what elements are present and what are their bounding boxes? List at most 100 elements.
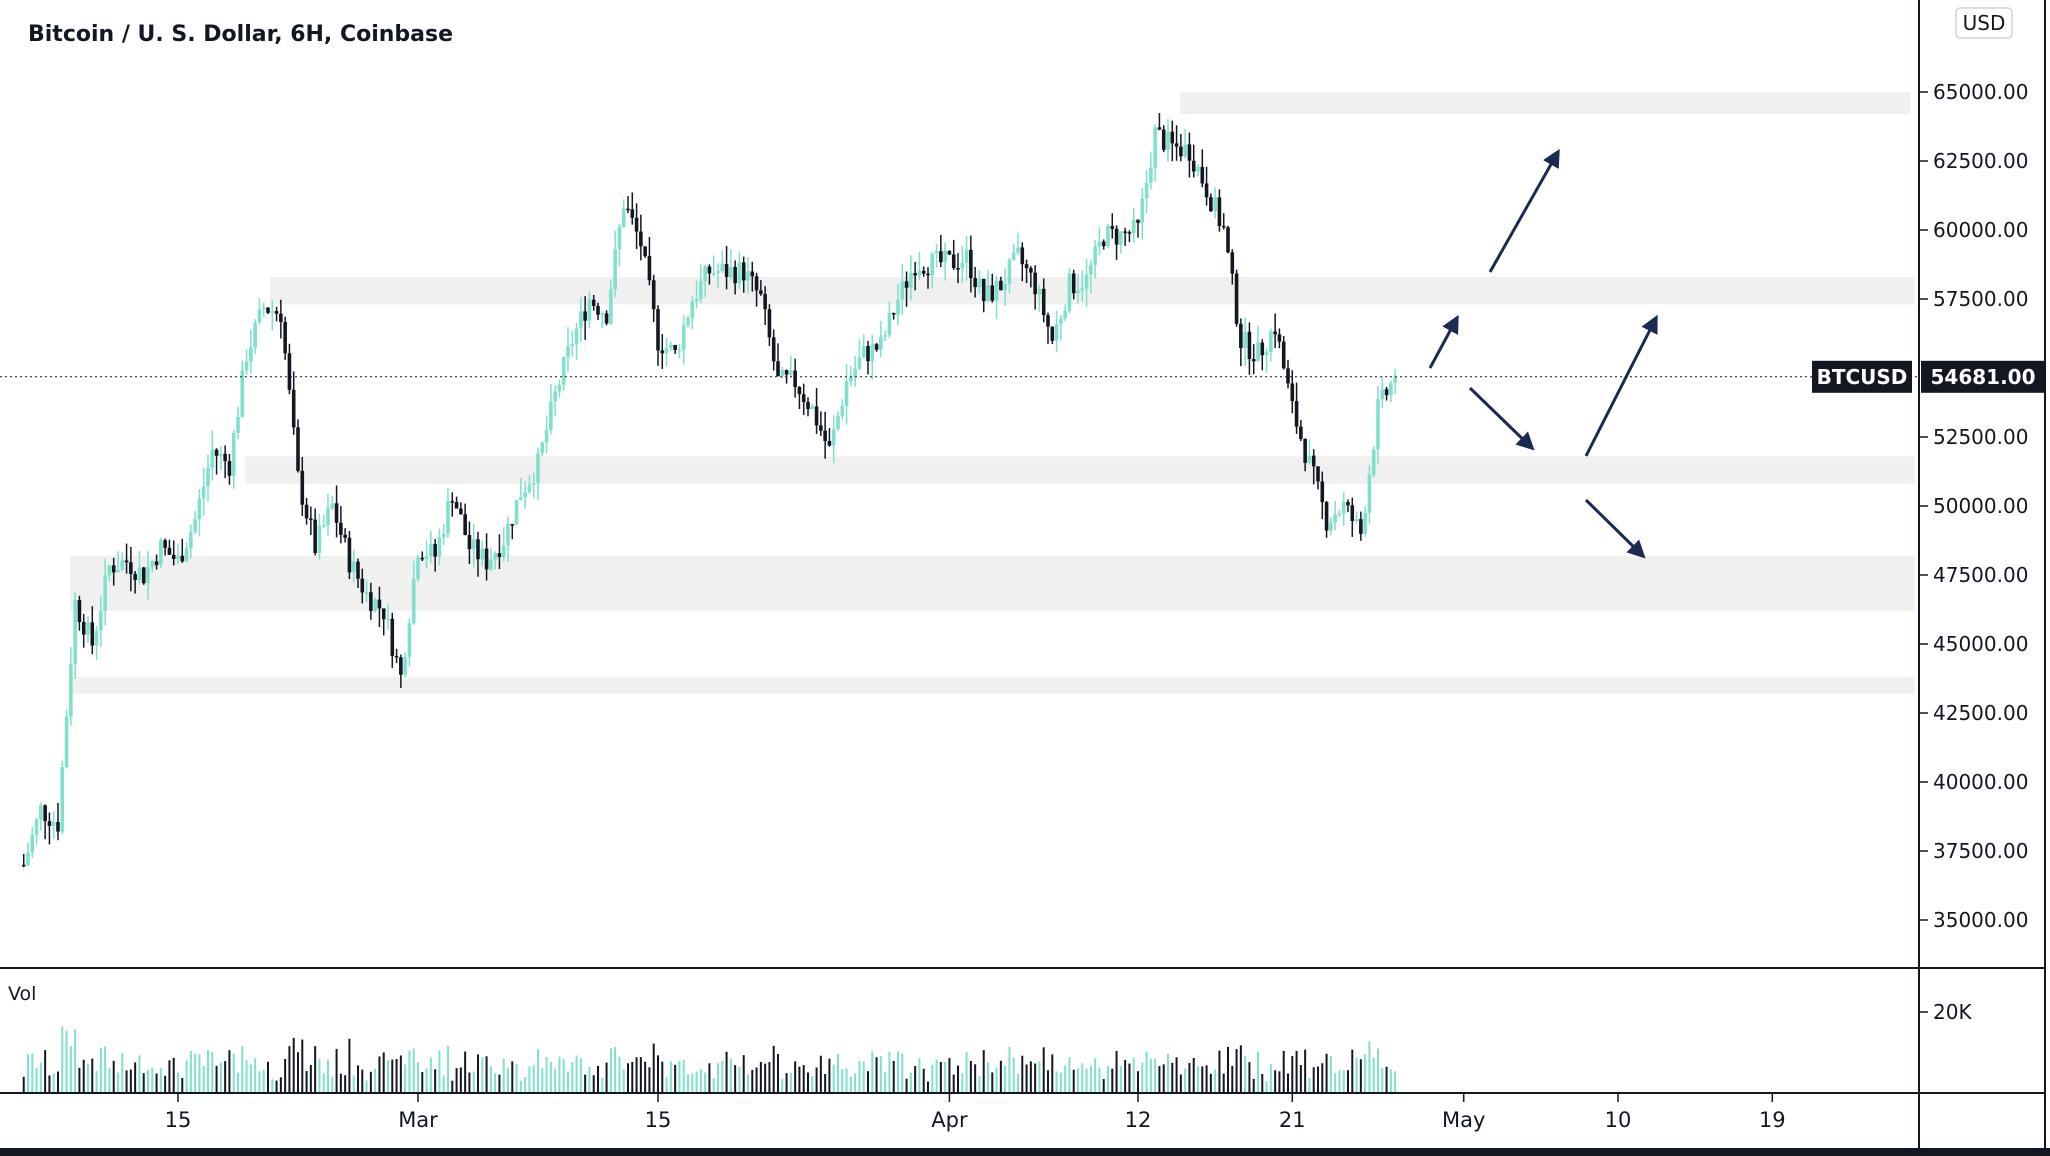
- currency-label[interactable]: USD: [1963, 11, 2006, 35]
- time-tick-label: 15: [645, 1108, 672, 1132]
- candle-body: [317, 525, 322, 553]
- candle-body: [1161, 129, 1166, 150]
- sr-zone: [1180, 92, 1910, 115]
- candle-body: [656, 309, 660, 351]
- price-tick-label: 65000.00: [1933, 80, 2028, 104]
- candle-body: [746, 271, 750, 281]
- candle-body: [814, 406, 819, 426]
- candle-body: [664, 348, 669, 354]
- candle-body: [1131, 219, 1136, 234]
- candle-body: [471, 539, 476, 550]
- candle-body: [557, 384, 562, 392]
- candle-body: [1359, 519, 1363, 534]
- candle-body: [801, 394, 806, 403]
- candle-body: [797, 387, 802, 395]
- candle-body: [197, 498, 202, 520]
- candle-body: [951, 254, 956, 269]
- candle-body: [1136, 219, 1140, 223]
- candle-body: [94, 630, 99, 646]
- candle-body: [309, 518, 313, 520]
- candle-body: [476, 539, 480, 560]
- candle-body: [111, 565, 116, 573]
- candle-body: [463, 514, 467, 536]
- candle-body: [793, 370, 797, 388]
- candle-body: [733, 267, 737, 284]
- candle-body: [1067, 273, 1072, 311]
- candle-body: [883, 335, 887, 337]
- candle-body: [583, 311, 587, 321]
- candle-body: [441, 533, 446, 537]
- candle-body: [1307, 455, 1312, 463]
- candle-body: [141, 567, 146, 584]
- candle-body: [1376, 399, 1380, 450]
- candle-body: [1264, 352, 1269, 356]
- candle-body: [1106, 226, 1110, 247]
- candle-body: [1063, 310, 1067, 319]
- candle-body: [1200, 166, 1205, 184]
- candle-body: [604, 313, 609, 324]
- candle-body: [844, 381, 849, 406]
- candle-body: [480, 548, 485, 560]
- candle-body: [827, 440, 832, 446]
- candle-body: [900, 281, 905, 300]
- candle-body: [236, 416, 240, 434]
- candle-body: [806, 402, 810, 410]
- candle-body: [77, 600, 82, 622]
- candle-body: [1320, 481, 1325, 503]
- candle-body: [291, 389, 296, 428]
- candle-body: [43, 805, 47, 822]
- candle-body: [536, 453, 540, 484]
- candle-body: [159, 540, 163, 566]
- candle-body: [184, 548, 189, 562]
- candle-body: [1174, 143, 1179, 147]
- candle-body: [981, 278, 986, 302]
- candle-body: [1170, 131, 1175, 144]
- candle-body: [167, 547, 172, 555]
- candle-body: [703, 266, 707, 282]
- candle-body: [1153, 127, 1157, 168]
- candle-body: [686, 317, 690, 326]
- candle-body: [343, 534, 347, 538]
- candle-body: [617, 226, 622, 250]
- price-tick-label: 42500.00: [1933, 701, 2028, 725]
- candle-body: [926, 273, 930, 276]
- candle-body: [904, 281, 909, 288]
- candle-body: [1024, 264, 1029, 269]
- candle-body: [587, 299, 592, 321]
- currency-button[interactable]: [1955, 7, 2013, 39]
- candle-body: [1033, 272, 1037, 295]
- candle-body: [1101, 241, 1106, 247]
- candle-body: [26, 852, 30, 866]
- candle-body: [921, 270, 926, 274]
- candle-body: [420, 557, 425, 560]
- candle-body: [1183, 144, 1187, 157]
- candle-body: [437, 536, 442, 557]
- candle-body: [1329, 522, 1333, 531]
- candle-body: [56, 821, 60, 832]
- candle-body: [274, 311, 279, 314]
- candle-body: [330, 503, 335, 509]
- candle-body: [643, 246, 647, 257]
- candle-body: [201, 486, 206, 499]
- candle-body: [47, 821, 52, 826]
- candle-body: [150, 561, 155, 568]
- candle-body: [771, 337, 776, 362]
- candle-body: [1084, 274, 1089, 289]
- candle-body: [1230, 252, 1235, 274]
- candle-body: [514, 500, 519, 525]
- candle-body: [561, 356, 566, 385]
- candle-body: [789, 370, 793, 375]
- candle-body: [913, 273, 917, 276]
- candle-body: [759, 290, 763, 294]
- candle-body: [1337, 513, 1342, 516]
- time-tick-label: Apr: [931, 1108, 968, 1132]
- candle-body: [279, 313, 283, 323]
- scenario-arrow: [1584, 498, 1646, 559]
- candle-body: [180, 555, 185, 562]
- candle-body: [360, 578, 365, 593]
- candle-body: [861, 345, 866, 358]
- time-tick-label: Mar: [398, 1108, 438, 1132]
- candle-body: [484, 548, 489, 570]
- candlestick-series: [21, 113, 1397, 868]
